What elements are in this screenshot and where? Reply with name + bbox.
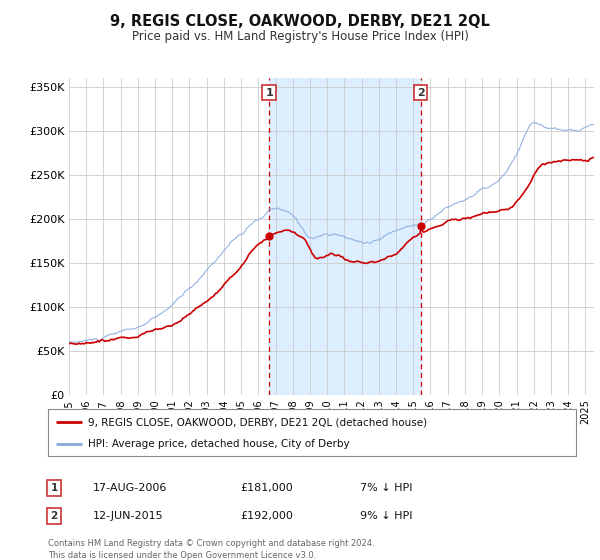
Text: 12-JUN-2015: 12-JUN-2015 xyxy=(93,511,164,521)
Text: 1: 1 xyxy=(50,483,58,493)
Text: £192,000: £192,000 xyxy=(240,511,293,521)
Text: 2: 2 xyxy=(50,511,58,521)
Text: Contains HM Land Registry data © Crown copyright and database right 2024.
This d: Contains HM Land Registry data © Crown c… xyxy=(48,539,374,559)
Text: 2: 2 xyxy=(417,87,425,97)
Text: 7% ↓ HPI: 7% ↓ HPI xyxy=(360,483,413,493)
Text: 17-AUG-2006: 17-AUG-2006 xyxy=(93,483,167,493)
Text: HPI: Average price, detached house, City of Derby: HPI: Average price, detached house, City… xyxy=(88,438,349,449)
Text: 1: 1 xyxy=(265,87,273,97)
Bar xyxy=(269,78,421,395)
Text: Price paid vs. HM Land Registry's House Price Index (HPI): Price paid vs. HM Land Registry's House … xyxy=(131,30,469,43)
Text: 9% ↓ HPI: 9% ↓ HPI xyxy=(360,511,413,521)
Text: 9, REGIS CLOSE, OAKWOOD, DERBY, DE21 2QL (detached house): 9, REGIS CLOSE, OAKWOOD, DERBY, DE21 2QL… xyxy=(88,417,427,427)
Text: 9, REGIS CLOSE, OAKWOOD, DERBY, DE21 2QL: 9, REGIS CLOSE, OAKWOOD, DERBY, DE21 2QL xyxy=(110,14,490,29)
Text: £181,000: £181,000 xyxy=(240,483,293,493)
